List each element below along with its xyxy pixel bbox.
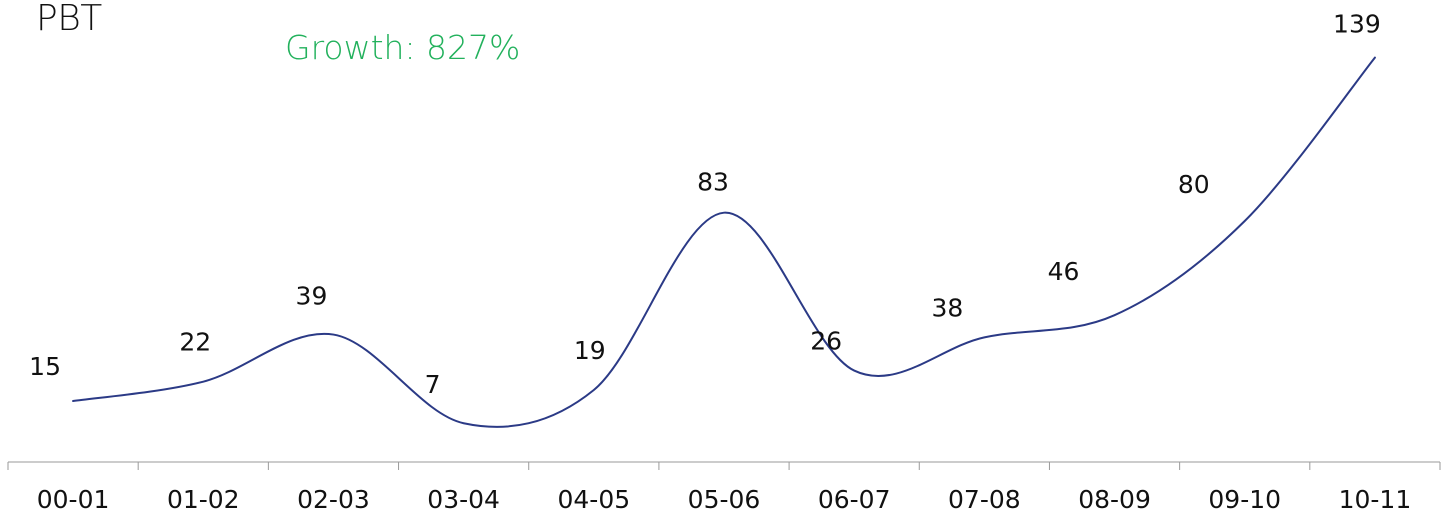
data-point [1373, 56, 1377, 60]
chart-title: PBT [36, 0, 102, 39]
data-point [1243, 219, 1247, 223]
x-tick-label: 00-01 [37, 485, 110, 514]
data-label: 26 [810, 327, 842, 356]
x-tick-label: 03-04 [427, 485, 500, 514]
chart-subtitle: Growth: 827% [285, 28, 521, 67]
x-tick-label: 05-06 [688, 485, 761, 514]
x-tick-label: 08-09 [1078, 485, 1151, 514]
data-label: 139 [1333, 10, 1381, 39]
data-point [852, 369, 856, 373]
data-label: 7 [425, 370, 441, 399]
data-point [462, 421, 466, 425]
x-tick-label: 01-02 [167, 485, 240, 514]
series-line [72, 56, 1376, 428]
data-point [982, 335, 986, 339]
data-point [331, 333, 335, 337]
data-label: 38 [931, 293, 963, 322]
data-label: 46 [1048, 257, 1080, 286]
data-point [201, 380, 205, 384]
data-label: 22 [179, 328, 211, 357]
x-tick-label: 10-11 [1339, 485, 1412, 514]
x-tick-label: 07-08 [948, 485, 1021, 514]
data-label: 80 [1178, 170, 1210, 199]
data-label: 39 [296, 282, 328, 311]
x-tick-label: 06-07 [818, 485, 891, 514]
data-point [1113, 313, 1117, 317]
data-point [71, 399, 75, 403]
data-label: 83 [697, 168, 729, 197]
x-tick-label: 09-10 [1208, 485, 1281, 514]
x-tick-label: 02-03 [297, 485, 370, 514]
data-label: 15 [29, 352, 61, 381]
data-label: 19 [574, 336, 606, 365]
data-point [592, 388, 596, 392]
data-point [722, 211, 726, 215]
x-tick-label: 04-05 [557, 485, 630, 514]
